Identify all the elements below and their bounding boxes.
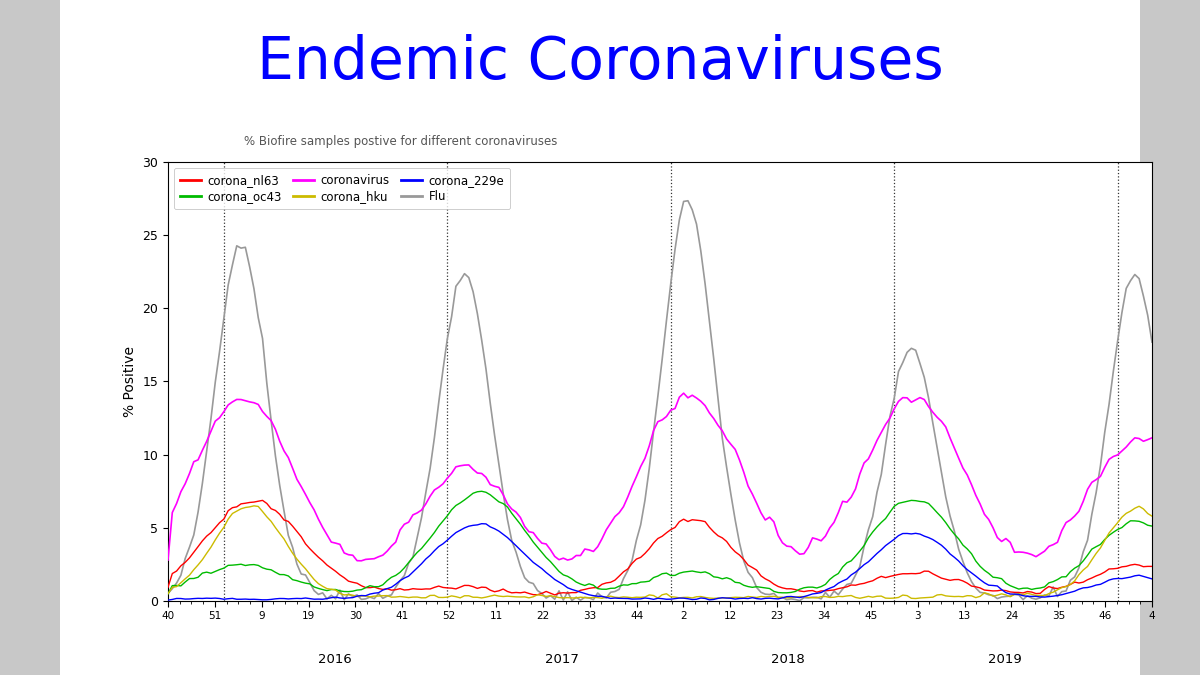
- Legend: corona_nl63, corona_oc43, coronavirus, corona_hku, corona_229e, Flu: corona_nl63, corona_oc43, coronavirus, c…: [174, 168, 510, 209]
- Text: 2016: 2016: [318, 653, 352, 666]
- Text: 2018: 2018: [772, 653, 805, 666]
- Text: % Biofire samples postive for different coronaviruses: % Biofire samples postive for different …: [244, 135, 557, 148]
- Text: Endemic Coronaviruses: Endemic Coronaviruses: [257, 34, 943, 90]
- Y-axis label: % Positive: % Positive: [122, 346, 137, 417]
- Text: 2019: 2019: [988, 653, 1021, 666]
- Text: 2017: 2017: [545, 653, 578, 666]
